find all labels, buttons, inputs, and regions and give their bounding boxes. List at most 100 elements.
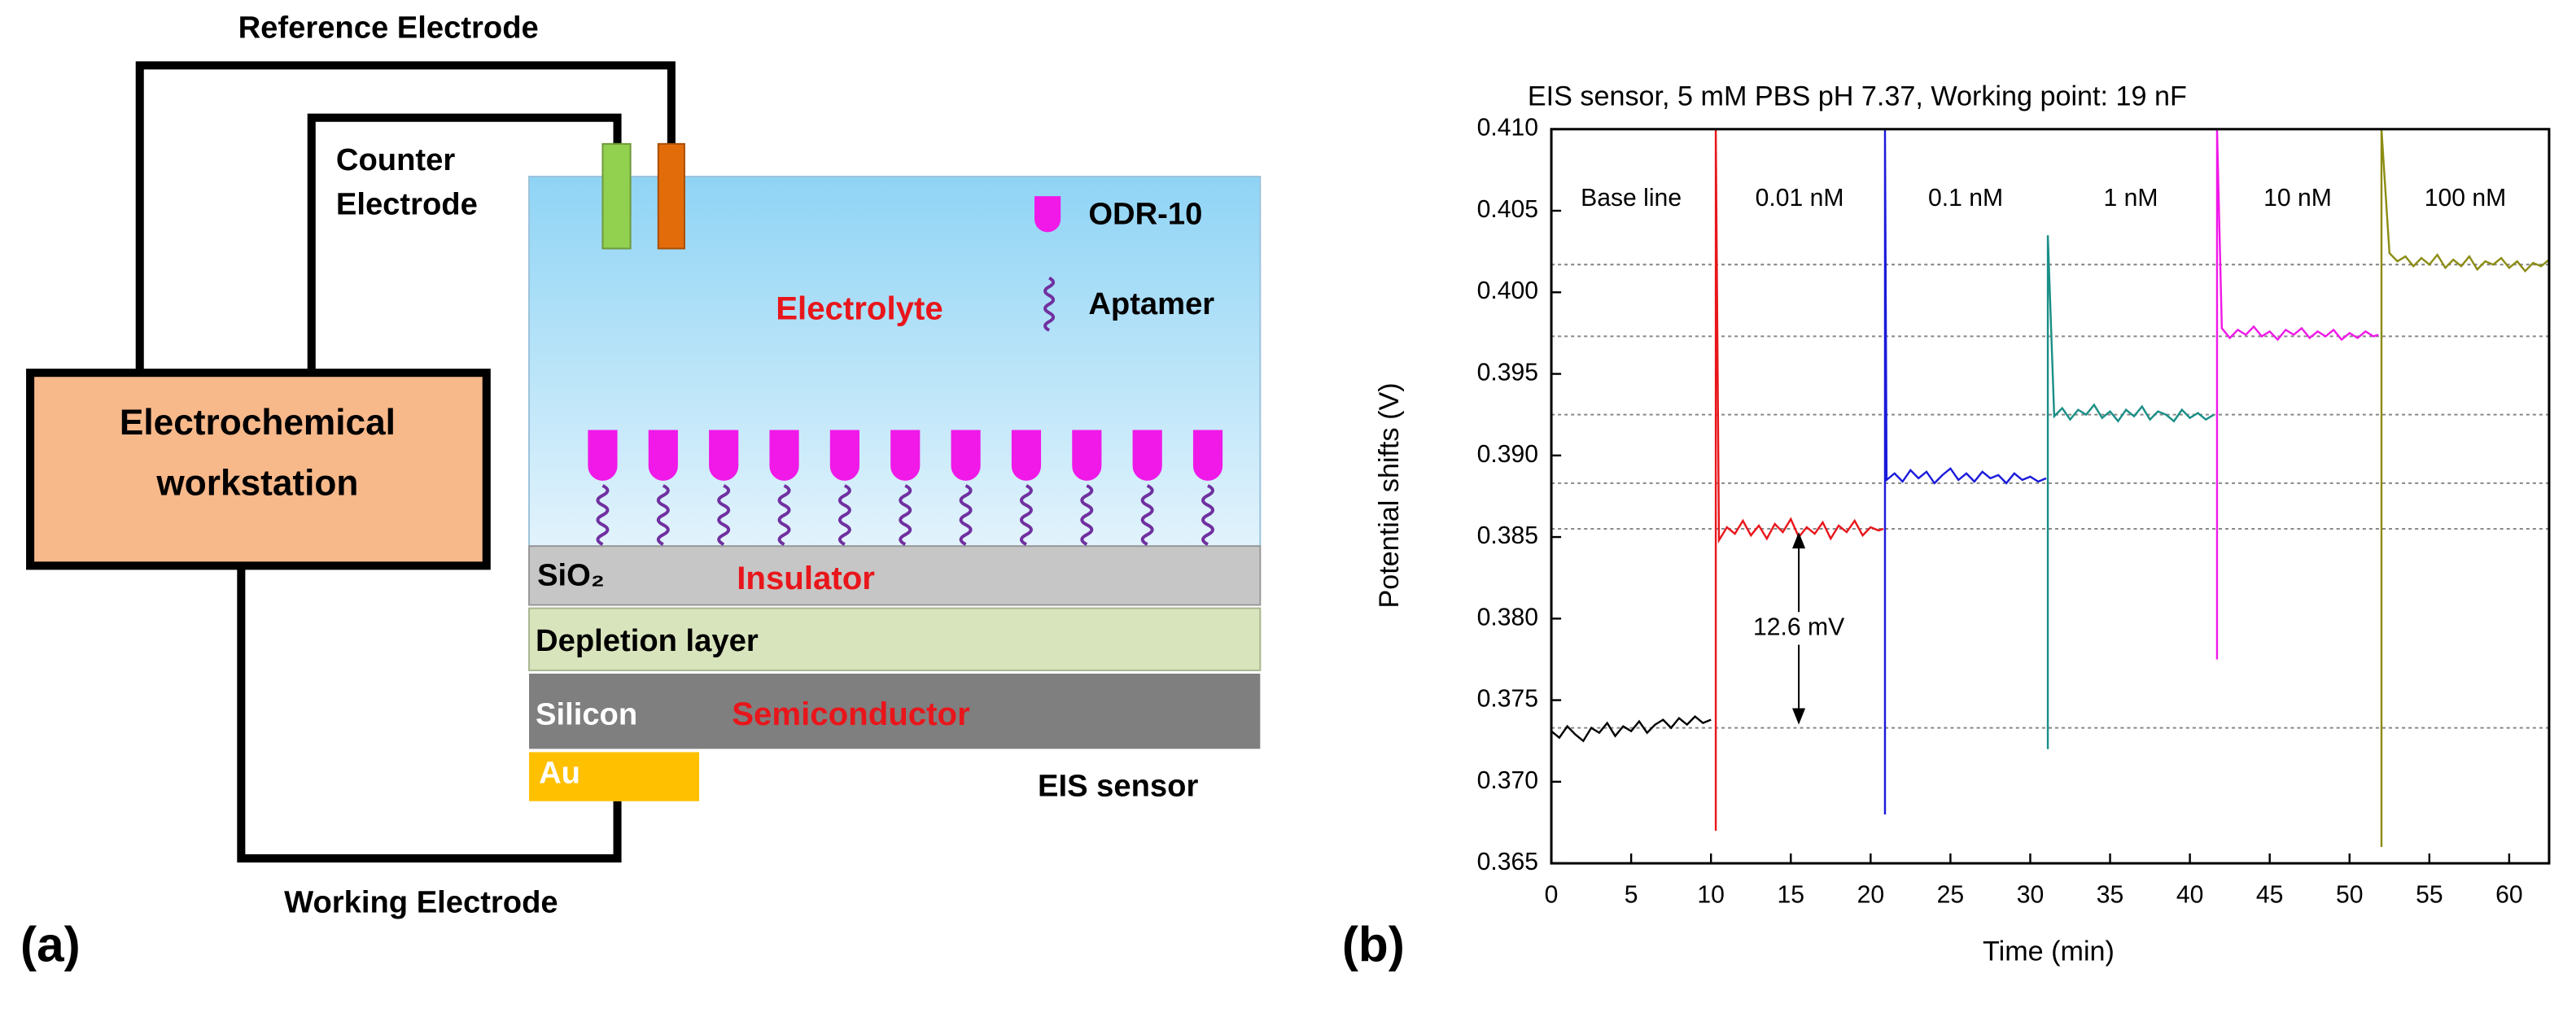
x-tick-label: 5 [1625,881,1638,908]
chart-title: EIS sensor, 5 mM PBS pH 7.37, Working po… [1528,81,2187,112]
series-label: 1 nM [2104,185,2158,212]
electrolyte [528,176,1262,548]
arrow-head [1792,708,1806,725]
y-tick-label: 0.375 [1477,686,1538,713]
aptamer [1140,484,1154,547]
label: Aptamer [1088,286,1214,321]
series-label: 0.01 nM [1756,185,1844,212]
aptamer [959,484,973,547]
series-line [2380,129,2550,848]
receptor-head [829,430,859,481]
reference-electrode [657,142,685,250]
x-tick-label: 50 [2336,881,2364,908]
label: Reference Electrode [238,10,539,45]
series-line [1550,714,1712,743]
label: Electrode [336,186,478,221]
x-tick-label: 25 [1937,881,1965,908]
working-wire [237,565,622,863]
silicon-layer [529,673,1261,749]
series-label: 0.1 nM [1928,185,2003,212]
receptor-head [648,430,678,481]
aptamer [1201,484,1215,547]
series-line [1714,129,1884,831]
x-tick-label: 35 [2097,881,2124,908]
workstation-box [26,369,491,570]
series-line [1883,129,2047,814]
x-axis-label: Time (min) [1983,936,2115,967]
counter-electrode [601,142,632,250]
panel-label: (a) [20,917,81,972]
aptamer [899,484,912,547]
label: ODR-10 [1088,196,1202,231]
label: Counter [336,142,455,177]
x-tick-label: 20 [1857,881,1885,908]
y-axis-label: Potential shifts (V) [1374,382,1405,608]
y-tick-label: 0.385 [1477,522,1538,549]
x-tick-label: 55 [2416,881,2443,908]
x-tick-label: 10 [1697,881,1725,908]
label: Working Electrode [284,884,558,919]
label: SiO₂ [537,557,605,592]
receptor-head [709,430,739,481]
y-tick-label: 0.390 [1477,441,1538,468]
x-tick-label: 30 [2017,881,2045,908]
y-tick-label: 0.380 [1477,604,1538,631]
receptor-head [890,430,921,481]
receptor-head [1011,430,1042,481]
y-tick-label: 0.410 [1477,115,1538,142]
reference-wire [135,61,676,373]
label: Insulator [737,560,875,596]
chart: EIS sensor, 5 mM PBS pH 7.37, Working po… [1342,81,2551,972]
y-tick-label: 0.370 [1477,767,1538,794]
receptor-head [769,430,799,481]
odr-icon [1034,196,1061,233]
y-tick-label: 0.400 [1477,277,1538,304]
diagram: Reference Electrode Counter Electrode El… [20,10,1262,972]
x-tick-label: 0 [1545,881,1559,908]
aptamer [838,484,851,547]
receptors [588,430,1223,547]
au-contact [529,752,700,801]
y-tick-label: 0.405 [1477,196,1538,223]
oxide-layer [528,545,1262,606]
y-tick-label: 0.395 [1477,360,1538,386]
label: Semiconductor [732,696,970,732]
aptamer [777,484,791,547]
x-tick-label: 15 [1778,881,1805,908]
receptor-head [1072,430,1102,481]
aptamer [1019,484,1033,547]
label: Au [539,756,580,791]
label: workstation [155,464,358,504]
label: Electrolyte [776,290,942,326]
annotation: 12.6 mV [1753,613,1844,640]
label: EIS sensor [1038,769,1198,804]
series-line [2046,235,2215,749]
receptor-head [951,430,981,481]
receptor-head [588,430,618,481]
series-label: Base line [1581,185,1682,212]
series-line [2215,129,2379,660]
label: Depletion layer [536,623,759,658]
aptamer [656,484,670,547]
series-label: 100 nM [2425,185,2506,212]
x-tick-label: 40 [2176,881,2204,908]
aptamer [717,484,731,547]
counter-wire [307,113,622,373]
x-tick-label: 45 [2256,881,2284,908]
plot-frame [1550,128,2551,865]
annotation-bg [1725,612,1873,645]
panel-label: (b) [1342,917,1405,972]
y-tick-label: 0.365 [1477,849,1538,875]
arrow-head [1792,532,1806,549]
aptamer-icon [1043,276,1056,332]
aptamer [596,484,610,547]
x-tick-label: 60 [2495,881,2523,908]
receptor-head [1132,430,1162,481]
receptor-head [1192,430,1223,481]
label: Silicon [536,696,637,731]
depletion-layer [528,607,1262,671]
label: Electrochemical [120,403,396,443]
aptamer [1080,484,1094,547]
series-label: 10 nM [2263,185,2332,212]
